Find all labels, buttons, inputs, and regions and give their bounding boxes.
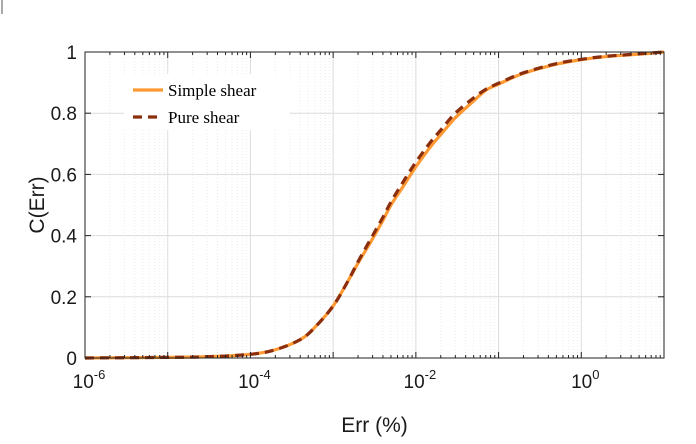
x-tick-label: 100 [571, 367, 599, 393]
x-tick-label: 10-2 [404, 367, 437, 393]
y-tick-label: 1 [66, 43, 77, 64]
y-tick-label: 0.6 [51, 165, 77, 186]
legend-label-simple-shear: Simple shear [168, 81, 257, 100]
y-axis-label: C(Err) [26, 176, 49, 233]
legend-label-pure-shear: Pure shear [168, 108, 240, 127]
series-line-simple-shear [84, 50, 665, 360]
x-tick-label: 10-6 [73, 367, 106, 393]
legend: Simple shear Pure shear [124, 74, 290, 130]
legend-box [124, 74, 290, 130]
y-tick-label: 0 [66, 349, 77, 370]
y-tick-labels: 0 0.2 0.4 0.6 0.8 1 [51, 43, 78, 370]
y-tick-label: 0.8 [51, 104, 77, 125]
x-tick-label-text: 10-4 [238, 367, 271, 393]
series-line-pure-shear [84, 50, 665, 360]
x-tick-label-text: 10-6 [73, 367, 106, 393]
x-tick-label: 10-4 [238, 367, 271, 393]
tick-marks [84, 51, 664, 359]
x-tick-labels: 10-6 10-4 10-2 100 [73, 367, 600, 393]
y-tick-label: 0.4 [51, 227, 78, 248]
x-tick-label-text: 10-2 [404, 367, 437, 393]
x-axis-label: Err (%) [341, 414, 408, 437]
plot-frame [84, 51, 665, 359]
x-tick-label-text: 100 [571, 367, 599, 393]
y-tick-label: 0.2 [51, 288, 77, 309]
series-layer [84, 50, 665, 360]
